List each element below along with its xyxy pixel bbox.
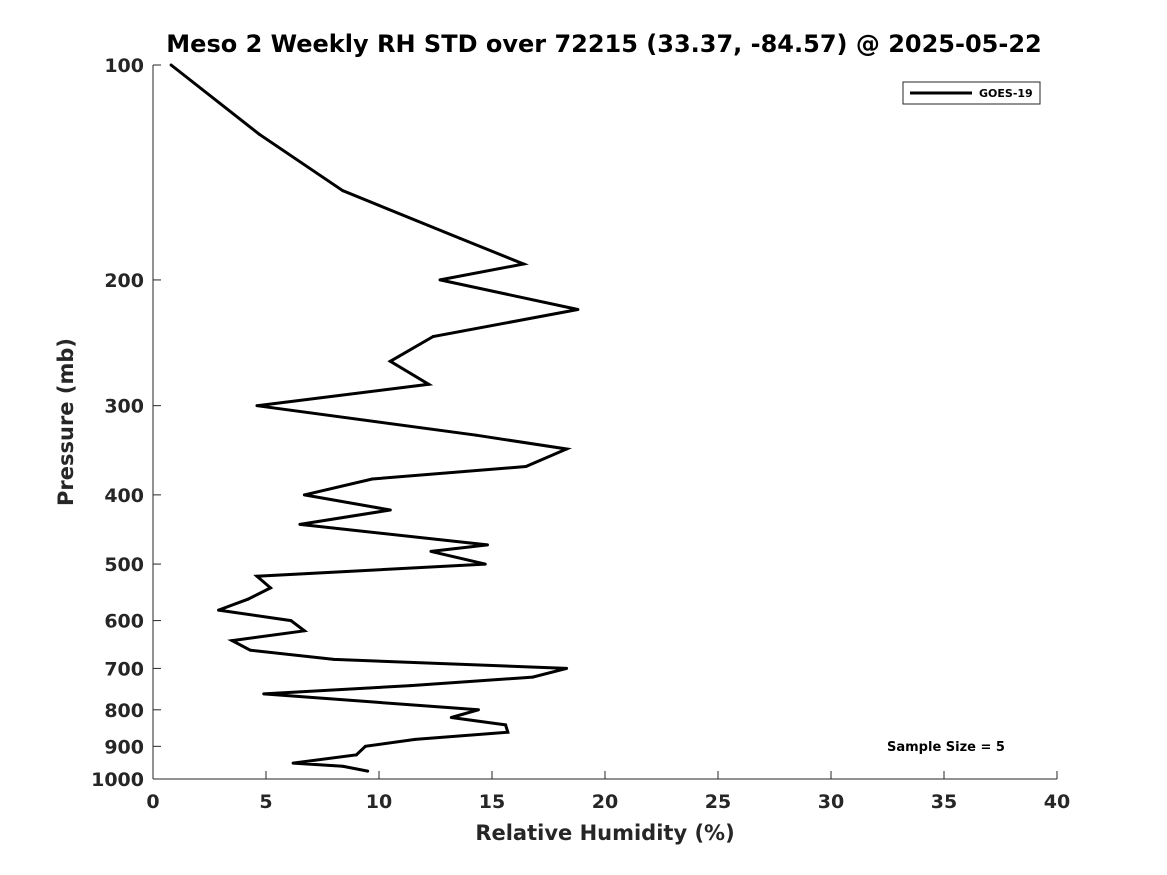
data-point bbox=[248, 648, 252, 652]
data-point bbox=[269, 586, 273, 590]
y-tick-label: 700 bbox=[104, 658, 144, 680]
data-point bbox=[255, 404, 259, 408]
y-axis-ticks: 100 200 300 400 500 600 700 800 900 1000 bbox=[91, 55, 161, 791]
data-point bbox=[506, 730, 510, 734]
y-tick-label: 500 bbox=[104, 554, 144, 576]
data-point bbox=[169, 63, 173, 67]
sample-size-annotation: Sample Size = 5 bbox=[887, 740, 1005, 755]
data-point bbox=[257, 132, 261, 136]
data-point bbox=[370, 477, 374, 481]
data-point bbox=[458, 237, 462, 241]
data-point bbox=[388, 508, 392, 512]
chart-title: Meso 2 Weekly RH STD over 72215 (33.37, … bbox=[166, 30, 1041, 58]
x-tick-label: 30 bbox=[818, 791, 844, 813]
x-tick-label: 35 bbox=[931, 791, 957, 813]
data-point bbox=[431, 334, 435, 338]
data-point bbox=[504, 723, 508, 727]
legend-label-goes-19: GOES-19 bbox=[979, 87, 1033, 100]
data-point bbox=[485, 543, 489, 547]
y-tick-label: 200 bbox=[104, 270, 144, 292]
data-point bbox=[255, 574, 259, 578]
data-point bbox=[429, 549, 433, 553]
data-point bbox=[289, 619, 293, 623]
data-point bbox=[366, 769, 370, 773]
x-axis-label: Relative Humidity (%) bbox=[475, 821, 734, 845]
data-point bbox=[438, 278, 442, 282]
data-point bbox=[217, 608, 221, 612]
data-point bbox=[483, 562, 487, 566]
data-point bbox=[449, 715, 453, 719]
x-tick-label: 10 bbox=[366, 791, 392, 813]
y-tick-label: 800 bbox=[104, 700, 144, 722]
y-axis-label: Pressure (mb) bbox=[54, 338, 78, 506]
x-tick-label: 40 bbox=[1044, 791, 1070, 813]
data-point bbox=[302, 629, 306, 633]
y-tick-label: 900 bbox=[104, 736, 144, 758]
data-point bbox=[427, 382, 431, 386]
data-point bbox=[354, 753, 358, 757]
y-tick-label: 300 bbox=[104, 396, 144, 418]
data-point bbox=[522, 262, 526, 266]
data-point bbox=[246, 597, 250, 601]
x-tick-label: 15 bbox=[479, 791, 505, 813]
data-point bbox=[565, 447, 569, 451]
x-tick-label: 0 bbox=[146, 791, 159, 813]
y-tick-label: 1000 bbox=[91, 769, 144, 791]
data-point bbox=[409, 684, 413, 688]
data-point bbox=[476, 708, 480, 712]
series-line-goes-19 bbox=[170, 63, 579, 773]
legend: GOES-19 bbox=[902, 81, 1041, 105]
data-point bbox=[565, 666, 569, 670]
x-axis-ticks: 0 5 10 15 20 25 30 35 40 bbox=[146, 771, 1070, 813]
x-tick-label: 20 bbox=[592, 791, 618, 813]
data-point bbox=[388, 359, 392, 363]
data-point bbox=[531, 675, 535, 679]
y-tick-label: 600 bbox=[104, 611, 144, 633]
data-point bbox=[262, 692, 266, 696]
data-point bbox=[413, 737, 417, 741]
data-point bbox=[363, 744, 367, 748]
data-point bbox=[474, 433, 478, 437]
x-tick-label: 5 bbox=[259, 791, 272, 813]
series-vertices bbox=[169, 63, 580, 773]
y-tick-label: 100 bbox=[104, 55, 144, 77]
data-point bbox=[332, 657, 336, 661]
data-point bbox=[291, 761, 295, 765]
data-point bbox=[298, 522, 302, 526]
data-point bbox=[341, 764, 345, 768]
data-point bbox=[524, 464, 528, 468]
data-point bbox=[341, 189, 345, 193]
x-tick-label: 25 bbox=[705, 791, 731, 813]
y-tick-label: 400 bbox=[104, 485, 144, 507]
data-point bbox=[576, 307, 580, 311]
data-point bbox=[230, 639, 234, 643]
data-point bbox=[302, 493, 306, 497]
plot-area bbox=[153, 65, 1057, 779]
